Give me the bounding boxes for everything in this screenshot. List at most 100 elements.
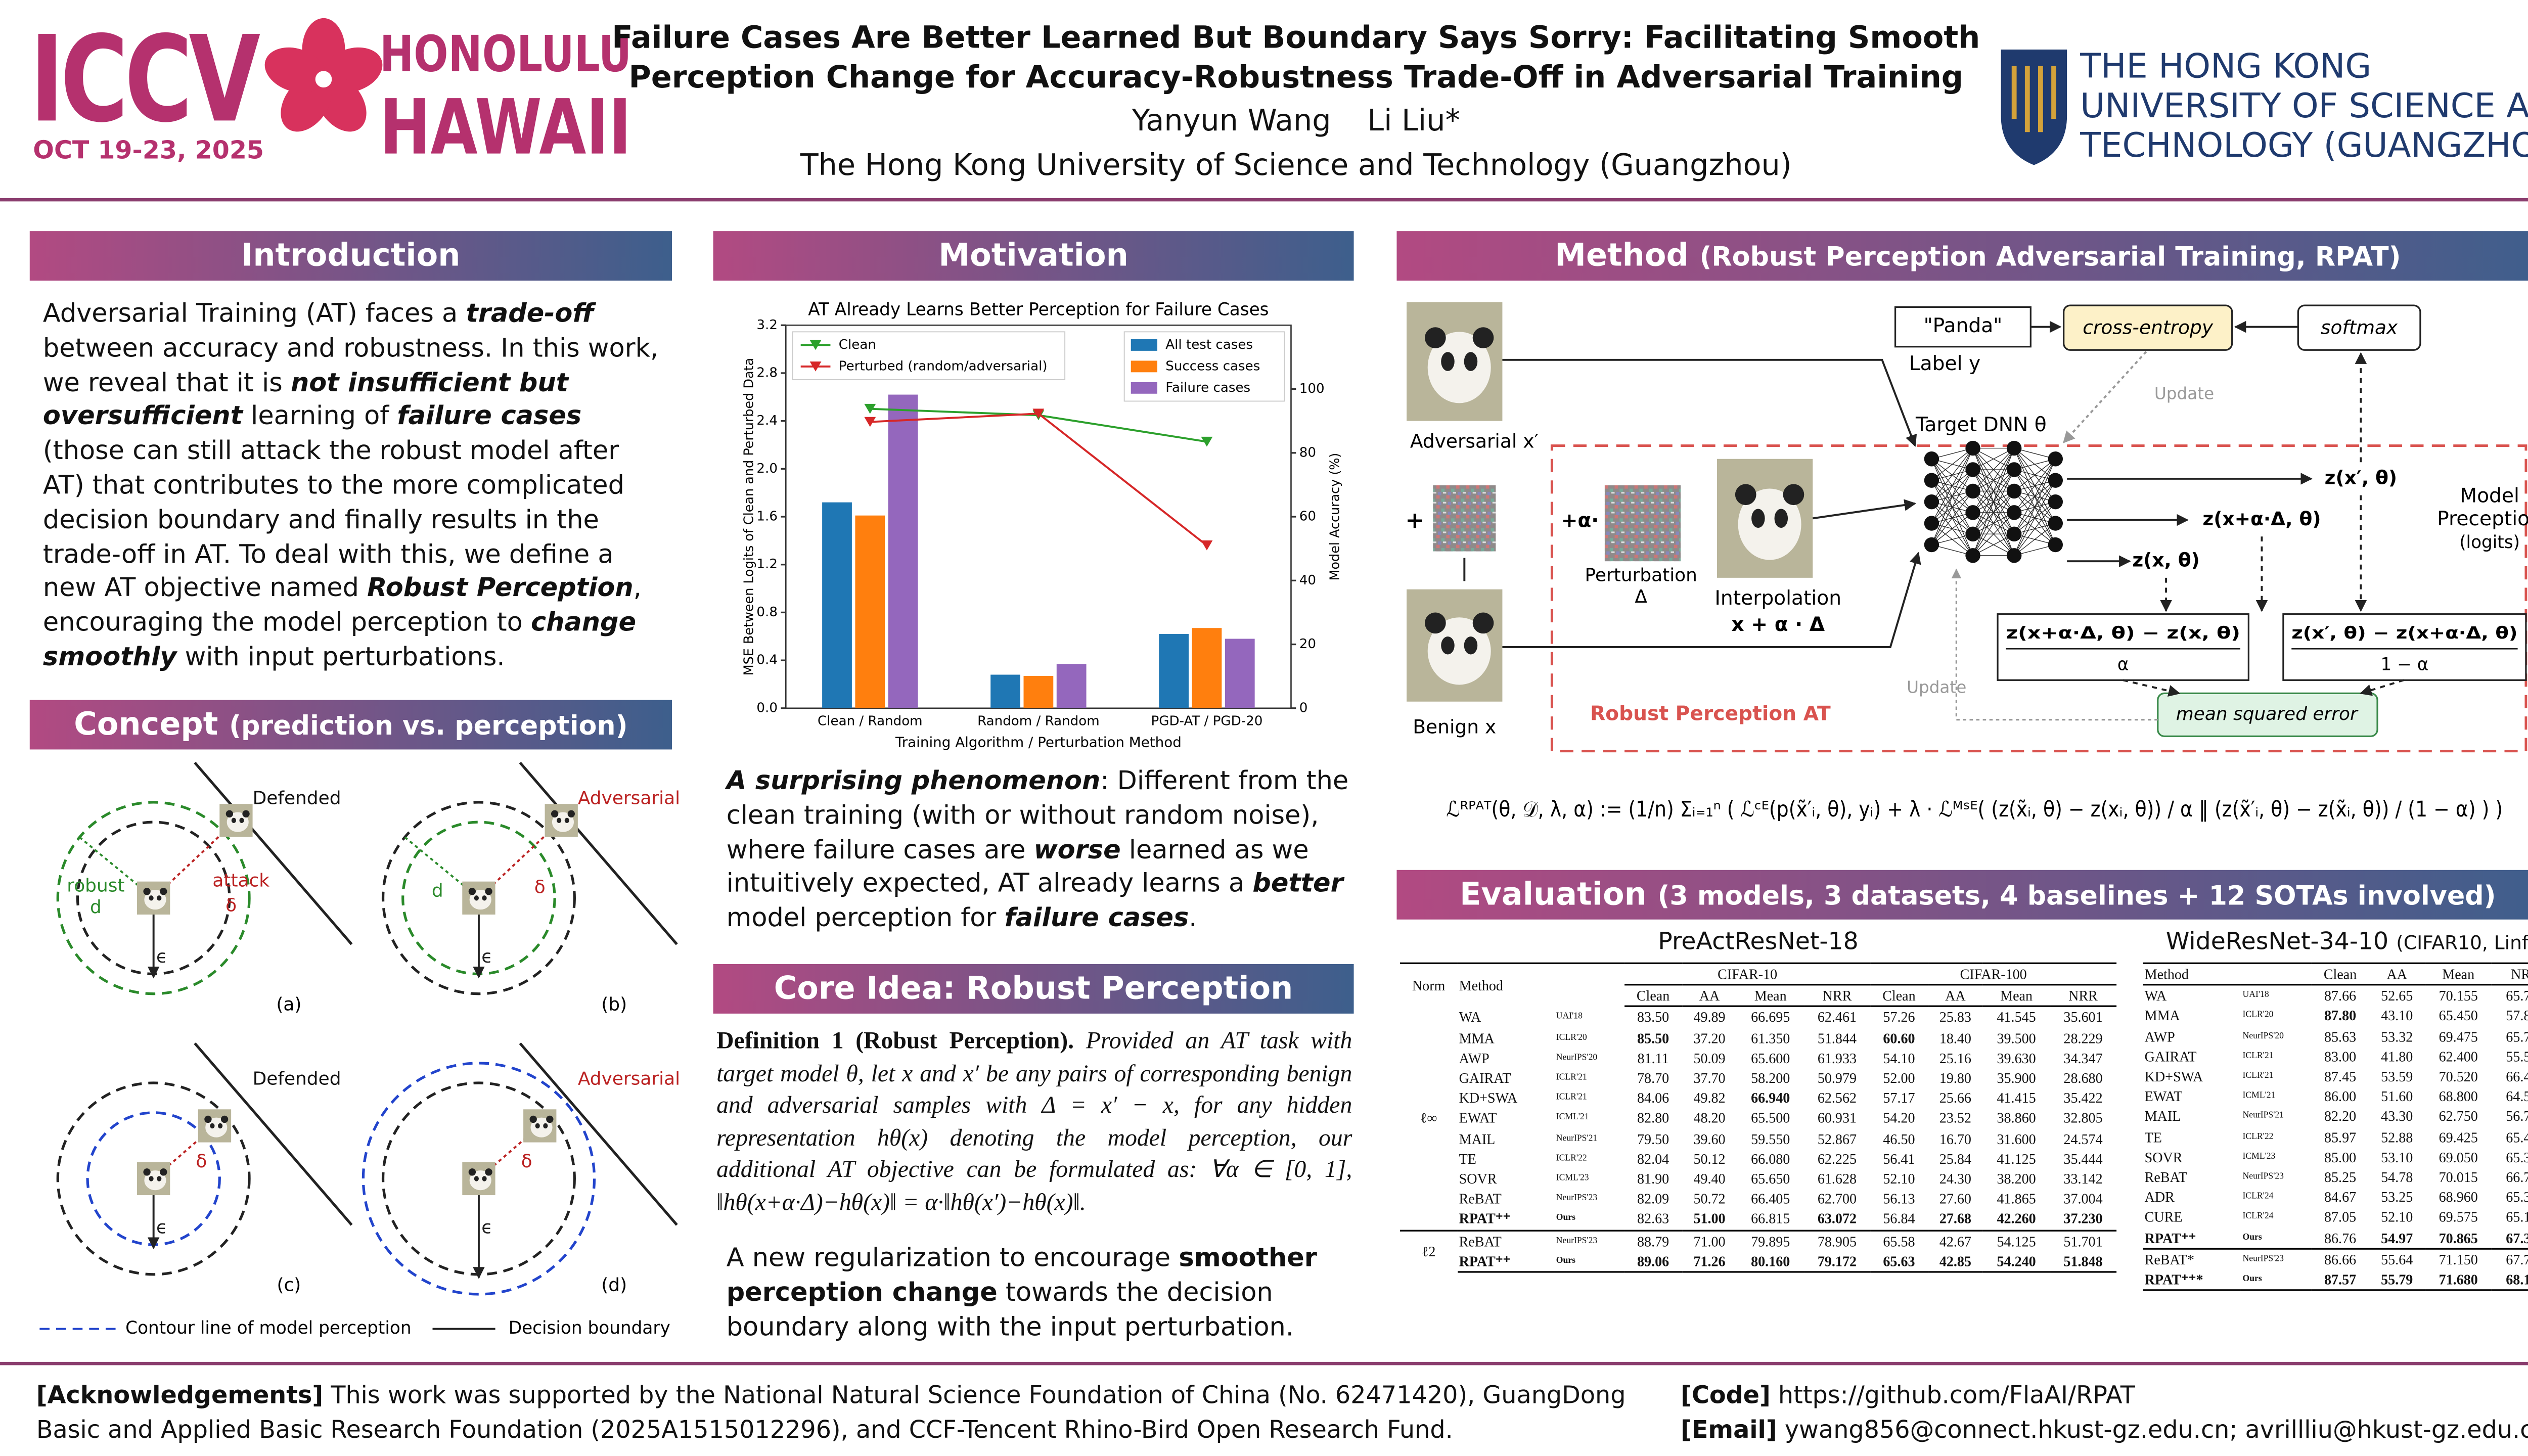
table-cell: 64.500 — [2506, 1088, 2528, 1105]
table-row: AWP NeurIPS'20 81.11 50.09 65.600 61.933 54.10… — [1400, 1048, 2116, 1068]
table-row: MAIL NeurIPS'21 82.20 43.30 62.750 56.721 — [2143, 1107, 2528, 1127]
header-cell: Clean — [1870, 985, 1928, 1008]
logo-date: OCT 19-23, 2025 — [33, 135, 264, 165]
eye — [157, 895, 162, 901]
header-cell: CIFAR-10 — [1624, 962, 1871, 986]
label: 20 — [1299, 636, 1316, 652]
marker — [1201, 436, 1213, 447]
network-edge — [1972, 447, 2014, 470]
table-cell: 69.575 — [2439, 1209, 2478, 1226]
label: PGD-AT / PGD-20 — [1151, 713, 1263, 729]
label: z(x+α·Δ, θ) — [2202, 508, 2321, 530]
label: 1.2 — [756, 557, 778, 572]
bar — [855, 515, 885, 708]
header-cell: NRR — [2049, 985, 2117, 1008]
label: 0.0 — [756, 700, 778, 715]
table: Norm Method CIFAR-10 CIFAR-100 Clean AA Mean NR… — [1400, 962, 2117, 1273]
contour — [56, 801, 251, 995]
table-cell: 65.718 — [2506, 1028, 2528, 1044]
bar — [1023, 675, 1054, 708]
table-cell: 57.26 — [1883, 1009, 1915, 1026]
table-cell: 53.25 — [2381, 1189, 2413, 1206]
table-cell: 82.80 — [1637, 1110, 1669, 1127]
header-cell: AA — [2369, 962, 2425, 986]
header-cell: Method — [1457, 962, 1624, 1007]
text-run: towards the decision boundary along with… — [726, 1277, 1294, 1342]
table-cell: 54.97 — [2381, 1229, 2413, 1246]
venue-cell: UAI'18 — [2242, 990, 2269, 1001]
network-edge — [1972, 491, 2015, 556]
table-cell: 67.300 — [2506, 1229, 2528, 1246]
network-node — [2048, 516, 2063, 531]
label: +α· — [1561, 509, 1599, 532]
table-cell: 52.00 — [1883, 1069, 1915, 1086]
table-row: MMA ICLR'20 85.50 37.20 61.350 51.844 60.60 18.… — [1400, 1028, 2116, 1048]
panda-image — [545, 804, 578, 837]
ear — [143, 888, 151, 895]
label: Adversarial — [578, 788, 680, 808]
ear — [485, 888, 492, 895]
table-cell: MAIL — [2144, 1108, 2181, 1125]
table-title-sub: (CIFAR10, Linf) — [2396, 931, 2528, 954]
table-row: KD+SWA ICLR'21 87.45 53.59 70.520 66.456 — [2143, 1066, 2528, 1086]
noise — [1433, 485, 1496, 552]
table-cell: KD+SWA — [1459, 1089, 1518, 1107]
network-edge — [2014, 523, 2056, 556]
table-cell: 55.79 — [2369, 1269, 2425, 1292]
motivation-text: A surprising phenomenon: Different from … — [727, 764, 1350, 936]
label: 40 — [1299, 573, 1316, 588]
table-cell: 60.931 — [1817, 1110, 1857, 1127]
table-title-main: PreActResNet-18 — [1658, 929, 1859, 956]
table-cell: 65.650 — [1751, 1170, 1790, 1187]
emphasis: failure cases — [397, 401, 582, 432]
connector — [1502, 552, 1921, 648]
venue-cell: UAI'18 — [1556, 1012, 1583, 1022]
table-cell: 25.84 — [1939, 1150, 1971, 1167]
table-cell: 48.20 — [1693, 1110, 1726, 1127]
ear — [242, 810, 250, 817]
contour — [56, 1081, 251, 1276]
table-cell: 16.70 — [1939, 1130, 1971, 1147]
text-run: between accuracy and robustness. In this… — [42, 333, 659, 397]
label: δ — [521, 1151, 532, 1172]
network-edge — [2014, 459, 2056, 513]
eye — [482, 1176, 487, 1181]
eye — [231, 817, 236, 824]
bar — [1159, 634, 1189, 708]
table-cell: 70.155 — [2439, 987, 2478, 1004]
table-cell: 50.09 — [1693, 1050, 1726, 1066]
label: 80 — [1299, 445, 1316, 460]
table-cell: 79.172 — [1803, 1251, 1871, 1273]
table-row: RPAT⁺⁺ Ours 89.06 71.26 80.160 79.172 65.63 42.… — [1400, 1251, 2117, 1273]
header-row: Norm Method CIFAR-10 CIFAR-100 — [1400, 962, 2117, 1007]
text-run: model perception for — [726, 903, 1005, 933]
venue-cell: ICML'23 — [2242, 1152, 2276, 1162]
table-cell: 54.20 — [1883, 1110, 1915, 1127]
definition-body: Provided an AT task with target model θ,… — [716, 1028, 1352, 1217]
header-cell: Clean — [1624, 985, 1682, 1008]
ear — [160, 888, 167, 895]
table-cell: 38.200 — [1997, 1170, 2036, 1187]
label: z(x′, θ) — [2325, 466, 2397, 488]
network-node — [1965, 526, 1980, 542]
table-cell: 52.88 — [2381, 1128, 2413, 1145]
eye — [535, 1123, 540, 1129]
eye — [218, 1123, 223, 1129]
marker — [1201, 540, 1213, 551]
contour — [362, 1062, 596, 1296]
emphasis: better — [1252, 869, 1343, 899]
label: (b) — [601, 994, 627, 1015]
label: d — [90, 897, 102, 918]
label: z(x, θ) — [2132, 549, 2200, 571]
label: Δ — [1635, 586, 1647, 607]
table-cell: KD+SWA — [2144, 1068, 2203, 1085]
table-row: TE ICLR'22 85.97 52.88 69.425 65.482 — [2143, 1127, 2528, 1147]
email: [Email] ywang856@connect.hkust-gz.edu.cn… — [1681, 1413, 2528, 1448]
table-cell: 25.83 — [1939, 1009, 1971, 1026]
ear — [567, 810, 575, 817]
table-cell: 49.82 — [1693, 1089, 1726, 1107]
text-run: This work was supported by the National … — [36, 1382, 1626, 1445]
table-cell: 70.520 — [2439, 1068, 2478, 1085]
